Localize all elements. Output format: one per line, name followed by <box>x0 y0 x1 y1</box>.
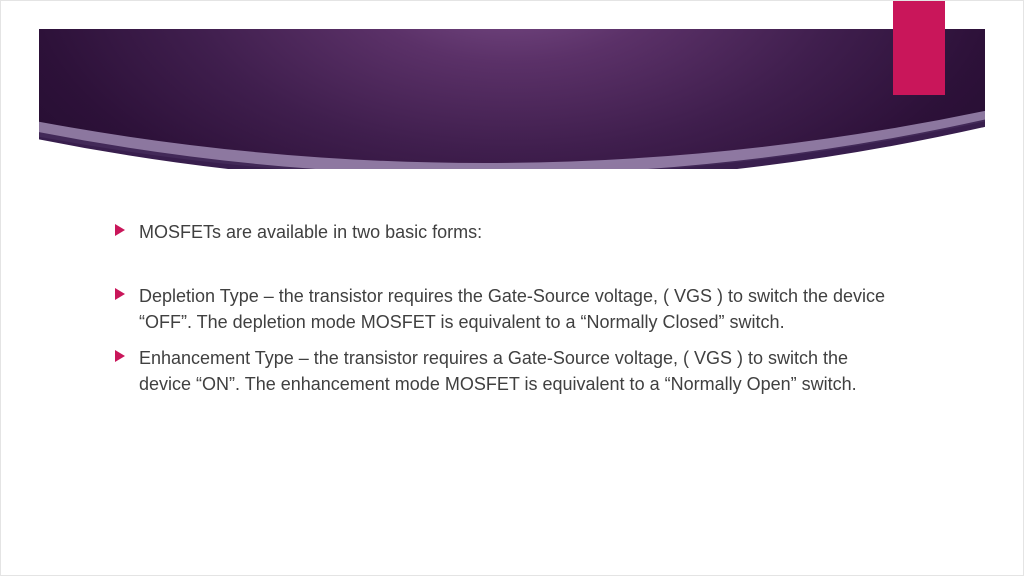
bullet-text: Enhancement Type – the transistor requir… <box>139 348 857 394</box>
bullet-text: Depletion Type – the transistor requires… <box>139 286 885 332</box>
header-swoosh <box>39 59 985 169</box>
accent-tab <box>893 1 945 95</box>
bullet-item: Depletion Type – the transistor requires… <box>113 283 903 335</box>
bullet-triangle-icon <box>113 349 127 363</box>
bullet-item: MOSFETs are available in two basic forms… <box>113 219 903 245</box>
bullet-text: MOSFETs are available in two basic forms… <box>139 222 482 242</box>
bullet-triangle-icon <box>113 287 127 301</box>
content-area: MOSFETs are available in two basic forms… <box>113 219 903 407</box>
bullet-item: Enhancement Type – the transistor requir… <box>113 345 903 397</box>
slide: MOSFETs are available in two basic forms… <box>0 0 1024 576</box>
header-band <box>39 29 985 169</box>
bullet-triangle-icon <box>113 223 127 237</box>
